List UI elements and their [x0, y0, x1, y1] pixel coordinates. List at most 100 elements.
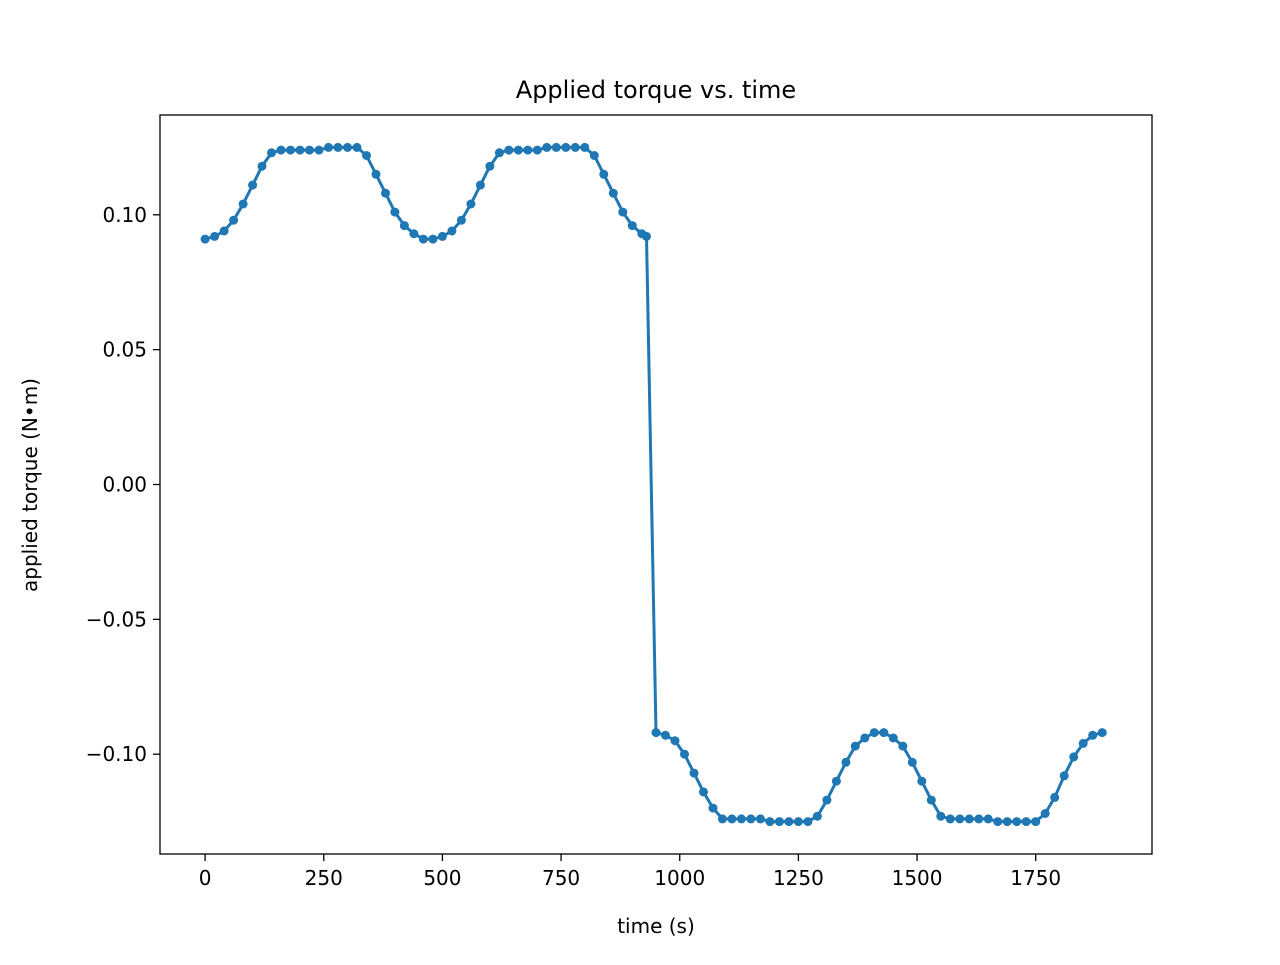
data-point — [305, 145, 314, 155]
data-point — [210, 231, 220, 241]
data-point — [1078, 738, 1088, 748]
data-point — [229, 215, 239, 225]
data-point — [314, 145, 324, 155]
y-axis: 0.10 0.05 0.00 −0.05 −0.10 — [86, 203, 160, 766]
data-point — [1069, 752, 1079, 762]
data-point — [286, 145, 295, 155]
data-point — [352, 142, 362, 152]
data-point — [437, 231, 447, 241]
data-point — [362, 151, 371, 160]
data-point — [699, 787, 708, 797]
data-point — [324, 142, 333, 152]
data-point — [727, 814, 737, 824]
data-point — [1050, 792, 1060, 802]
data-point — [542, 142, 552, 152]
data-point — [1097, 728, 1107, 738]
data-point — [1021, 817, 1031, 827]
data-point — [618, 207, 628, 217]
data-point — [248, 180, 258, 190]
data-point — [860, 733, 870, 743]
data-point — [774, 817, 784, 827]
data-point — [1088, 730, 1098, 740]
data-point — [447, 226, 457, 236]
data-point — [670, 736, 680, 746]
data-point — [599, 169, 609, 179]
y-tick-label: 0.10 — [102, 203, 147, 227]
data-point — [784, 817, 794, 827]
y-tick-label: 0.05 — [102, 338, 147, 362]
data-point — [608, 188, 618, 198]
data-point — [561, 142, 571, 152]
data-point — [627, 221, 637, 231]
data-point — [399, 221, 409, 231]
data-point — [708, 803, 718, 813]
data-point — [689, 768, 699, 778]
data-point — [831, 776, 841, 786]
data-point — [267, 148, 276, 158]
data-point — [661, 730, 670, 740]
data-point — [200, 234, 210, 244]
data-point — [418, 234, 428, 244]
data-point — [755, 814, 765, 824]
data-point — [746, 814, 756, 824]
x-tick-label: 0 — [199, 866, 212, 890]
data-point — [964, 814, 974, 824]
data-point — [428, 234, 438, 244]
data-point — [343, 142, 352, 152]
data-point — [532, 145, 542, 155]
data-point — [1059, 771, 1069, 781]
data-point — [333, 142, 343, 152]
data-point — [1002, 817, 1012, 827]
data-point — [494, 148, 504, 158]
x-tick-label: 1000 — [654, 866, 705, 890]
x-tick-label: 1250 — [773, 866, 824, 890]
data-point — [888, 733, 898, 743]
data-point — [869, 728, 879, 738]
data-point — [879, 728, 889, 738]
data-point — [651, 728, 661, 738]
y-tick-label: −0.05 — [86, 607, 147, 631]
data-point — [793, 817, 803, 827]
data-point — [219, 226, 229, 236]
y-tick-label: −0.10 — [86, 742, 147, 766]
x-axis: 0 250 500 750 1000 1250 1500 1750 — [199, 854, 1061, 890]
y-axis-label: applied torque (N•m) — [18, 378, 42, 592]
data-point — [466, 199, 476, 209]
data-point — [907, 757, 917, 767]
x-axis-label: time (s) — [617, 914, 695, 938]
y-tick-label: 0.00 — [102, 473, 147, 497]
data-point — [945, 814, 955, 824]
data-point — [523, 145, 533, 155]
data-point — [485, 161, 495, 171]
data-point — [717, 814, 727, 824]
data-point — [898, 741, 908, 751]
data-point — [983, 814, 993, 824]
data-point — [680, 749, 689, 759]
x-tick-label: 1500 — [892, 866, 943, 890]
data-point — [974, 814, 984, 824]
data-point — [589, 151, 599, 160]
data-point — [475, 180, 485, 190]
data-point — [390, 207, 400, 217]
data-point — [765, 817, 775, 827]
data-point — [513, 145, 523, 155]
data-point — [456, 215, 466, 225]
data-point — [822, 795, 832, 805]
data-point — [736, 814, 746, 824]
data-point — [642, 231, 651, 241]
data-point — [917, 776, 927, 786]
data-point — [955, 814, 965, 824]
data-point — [1040, 809, 1050, 818]
data-point — [381, 188, 390, 198]
chart-title: Applied torque vs. time — [516, 76, 796, 104]
data-point — [926, 795, 936, 805]
data-point — [257, 161, 267, 171]
x-tick-label: 250 — [305, 866, 343, 890]
x-tick-label: 500 — [423, 866, 461, 890]
data-point — [812, 811, 822, 821]
plot-area — [200, 142, 1107, 827]
data-point — [841, 757, 851, 767]
data-point — [504, 145, 514, 155]
